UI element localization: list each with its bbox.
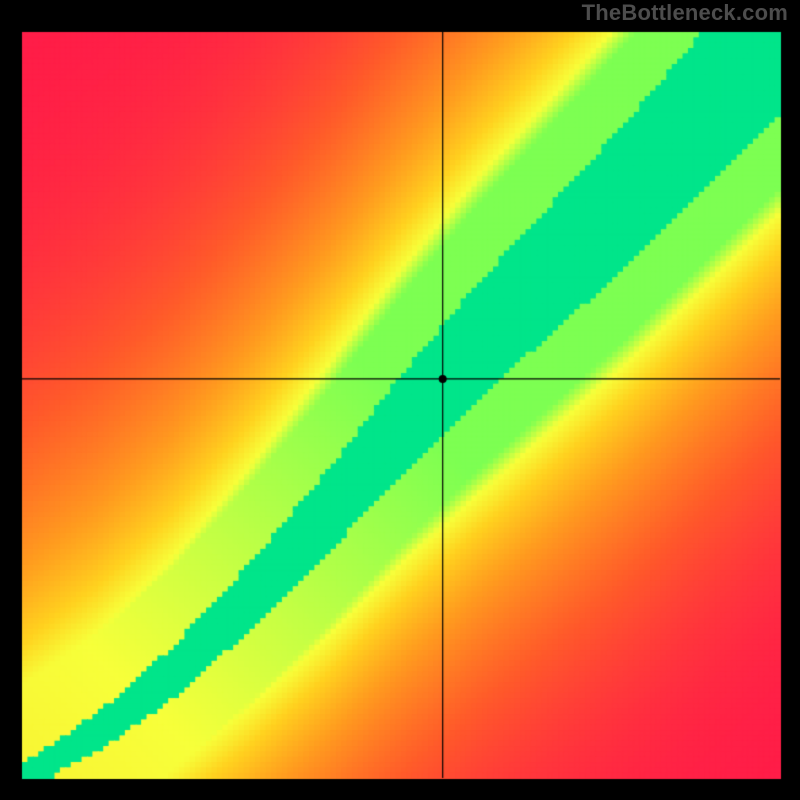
chart-container: TheBottleneck.com <box>0 0 800 800</box>
watermark-label: TheBottleneck.com <box>582 0 788 26</box>
bottleneck-heatmap <box>0 0 800 800</box>
